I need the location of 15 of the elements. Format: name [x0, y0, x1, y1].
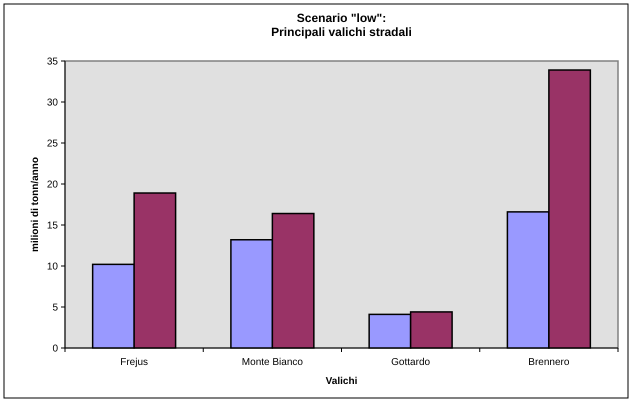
y-tick-label: 35	[46, 56, 58, 68]
x-tick-label: Gottardo	[391, 357, 431, 368]
x-tick-label: Frejus	[120, 357, 148, 368]
y-tick-label: 25	[46, 138, 58, 150]
y-tick-label: 10	[46, 262, 58, 272]
x-tick-label: Monte Bianco	[242, 357, 304, 368]
x-axis-title: Valichi	[326, 376, 358, 387]
y-tick-label: 0	[52, 344, 58, 354]
y-tick-label: 30	[46, 98, 58, 108]
y-axis-title: milioni di tonn/anno	[30, 157, 41, 252]
y-tick-label: 20	[46, 180, 58, 190]
y-tick-label: 15	[46, 220, 58, 232]
y-tick-label: 5	[52, 302, 58, 314]
x-tick-label: Brennero	[528, 357, 570, 368]
chart-title: Scenario "low": Principali valichi stradali	[271, 11, 412, 39]
